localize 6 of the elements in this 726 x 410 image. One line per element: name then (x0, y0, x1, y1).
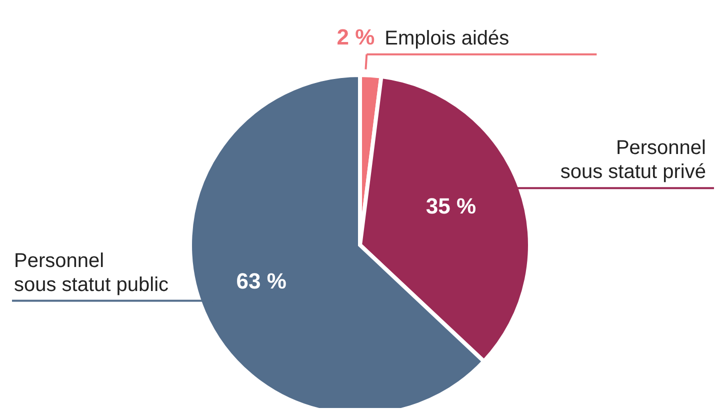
data-label: 2 % (336, 24, 375, 50)
data-label: 63 % (236, 268, 286, 294)
slice-label: Personnel sous statut public (14, 250, 169, 296)
slice-label: Emplois aidés (384, 27, 510, 50)
slice-label: Personnel sous statut privé (560, 137, 706, 184)
data-label: 35 % (426, 193, 476, 218)
